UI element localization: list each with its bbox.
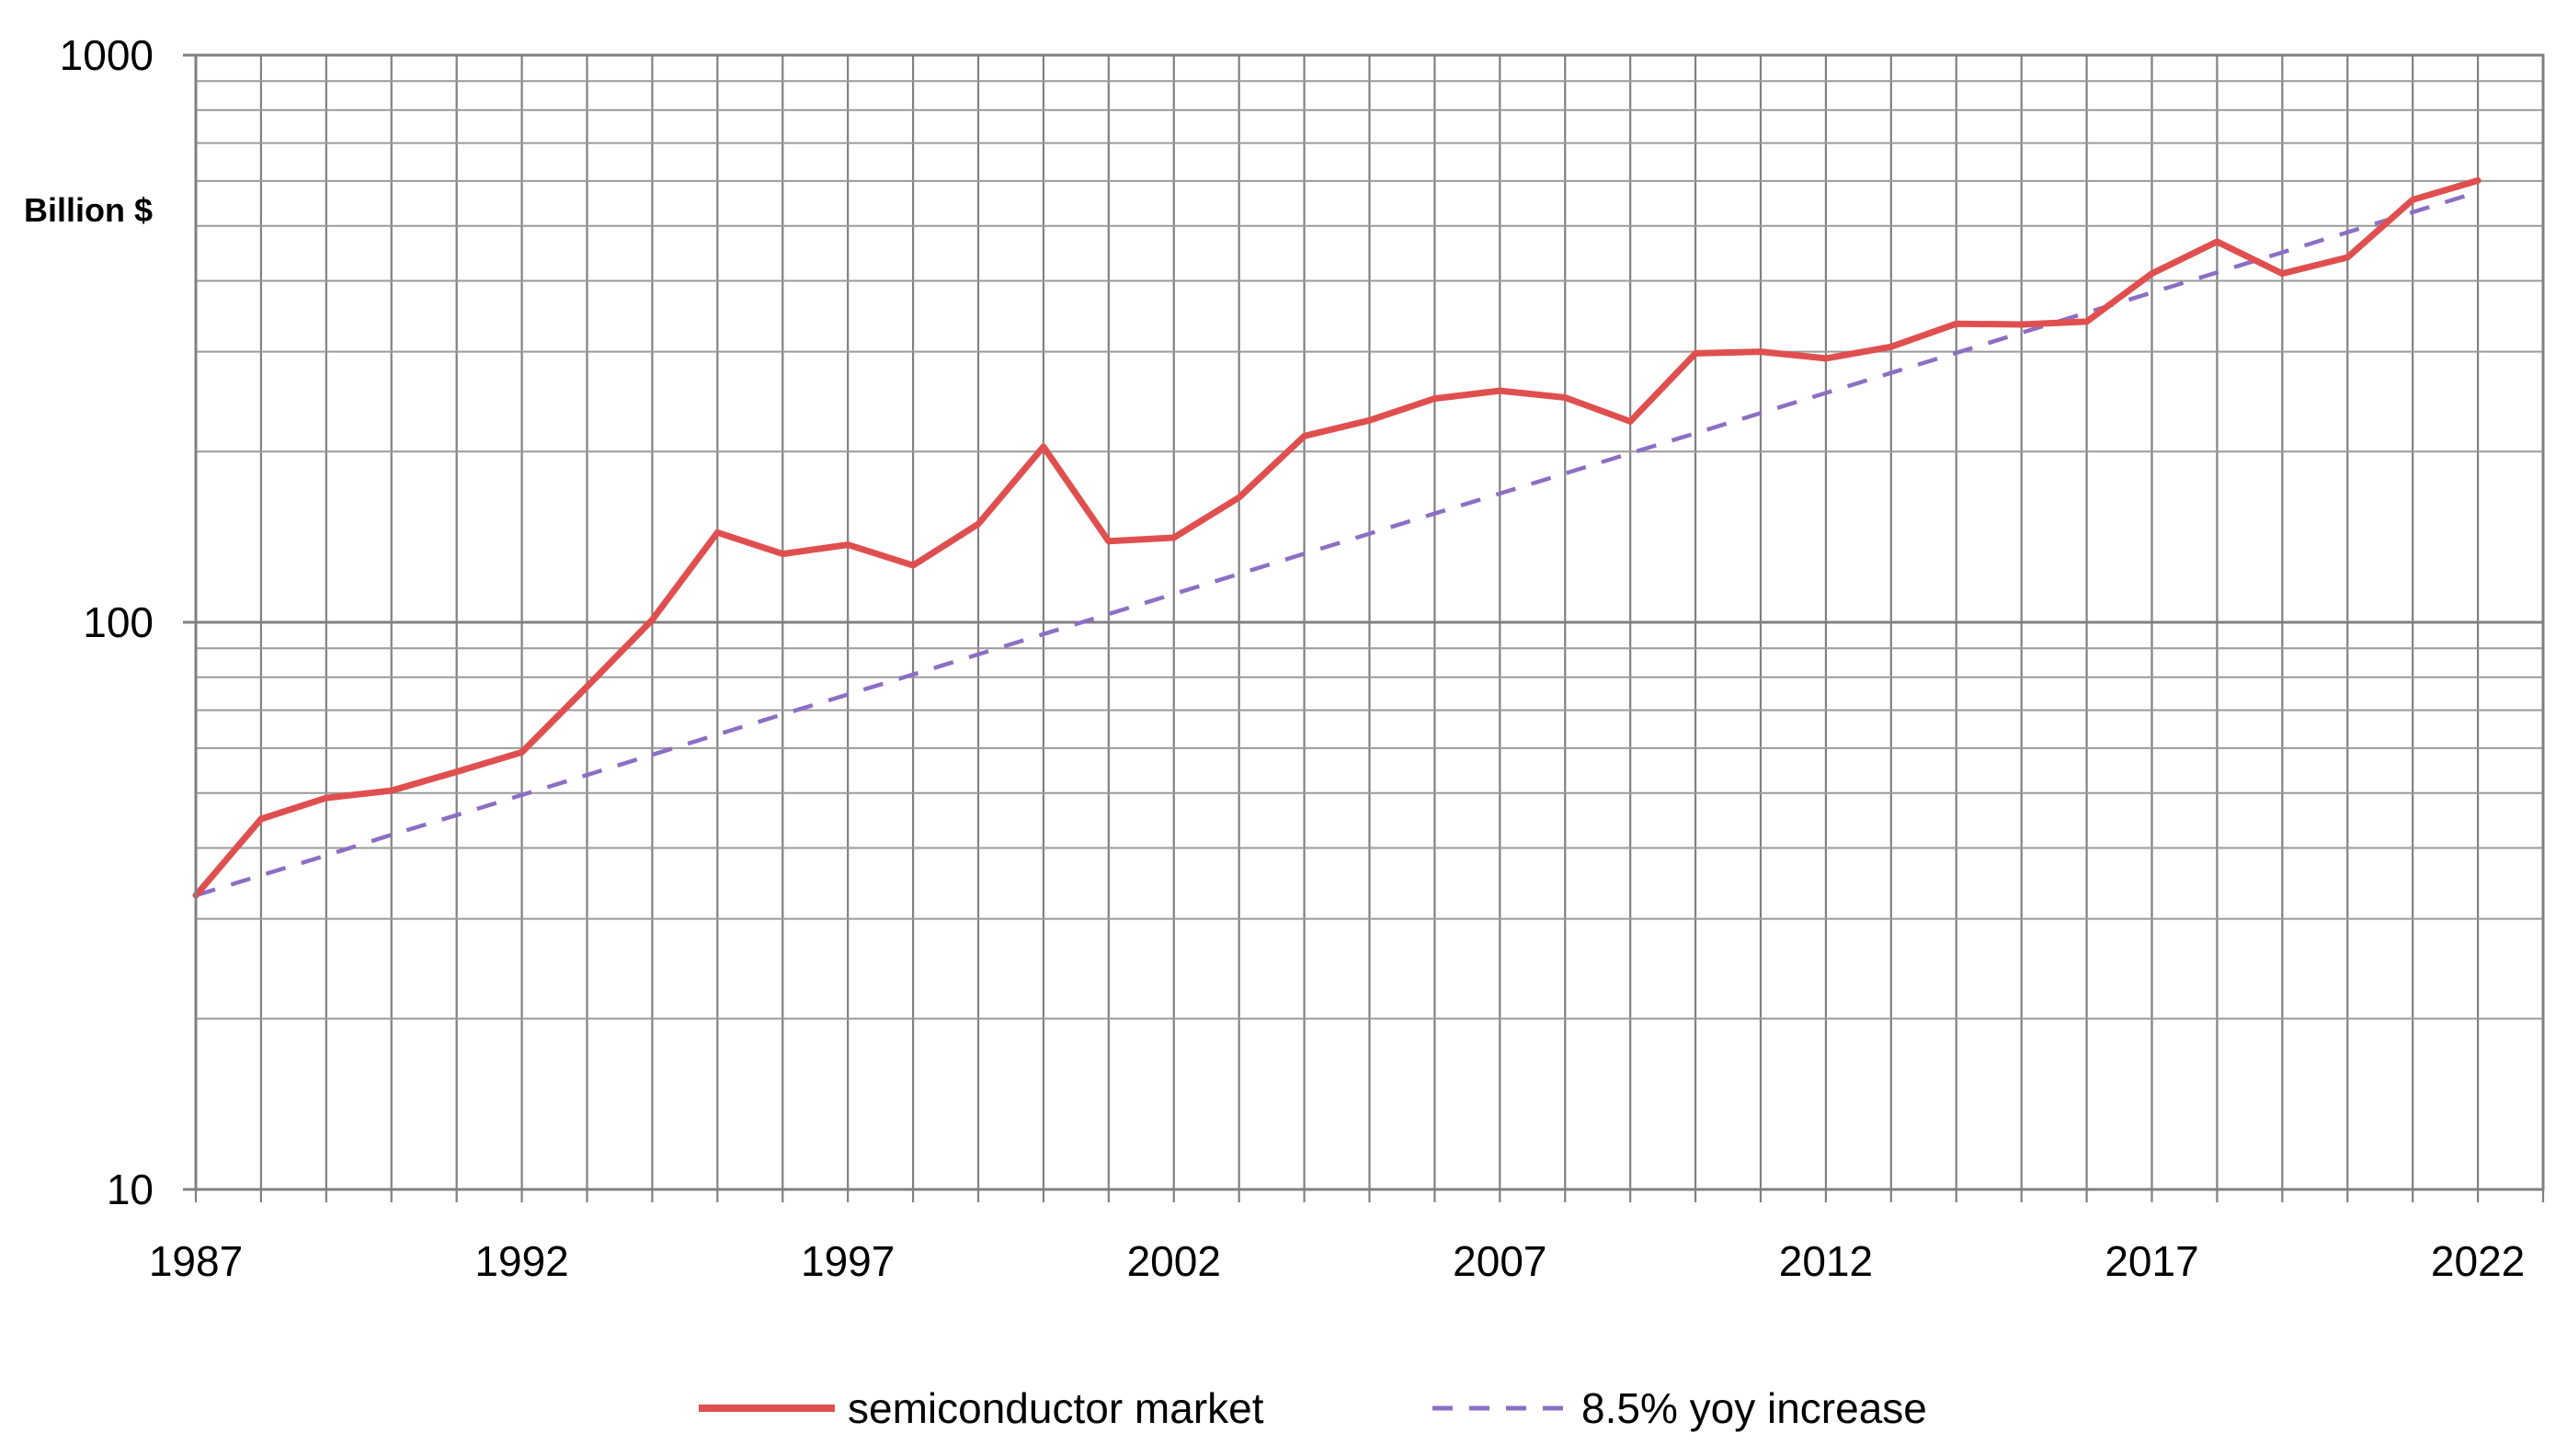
y-axis-title: Billion $ xyxy=(24,191,153,229)
series-line-8-5-yoy-increase xyxy=(195,189,2479,898)
legend-label-semiconductor-market: semiconductor market xyxy=(848,1384,1264,1432)
x-tick-label: 1987 xyxy=(149,1237,243,1285)
series-line-semiconductor-market xyxy=(192,176,2481,899)
axis-labels: Billion $ 10 100 1000 1987 1992 1997 2002 2007 2… xyxy=(24,31,2525,1285)
x-tick-label: 1997 xyxy=(801,1237,895,1285)
legend-label-8-5-yoy-increase: 8.5% yoy increase xyxy=(1581,1384,1927,1432)
x-tick-label: 2022 xyxy=(2431,1237,2525,1285)
x-tick-label: 2007 xyxy=(1453,1237,1546,1285)
tick-marks xyxy=(183,53,2545,1202)
x-tick-label: 1992 xyxy=(474,1237,568,1285)
legend: semiconductor market 8.5% yoy increase xyxy=(699,1384,1927,1432)
x-tick-label: 2002 xyxy=(1127,1237,1221,1285)
x-tick-label: 2012 xyxy=(1779,1237,1873,1285)
y-tick-label: 100 xyxy=(83,598,154,646)
y-tick-label: 10 xyxy=(107,1166,154,1213)
x-tick-label: 2017 xyxy=(2105,1237,2198,1285)
y-tick-label: 1000 xyxy=(60,31,154,79)
series-layer xyxy=(192,176,2481,899)
